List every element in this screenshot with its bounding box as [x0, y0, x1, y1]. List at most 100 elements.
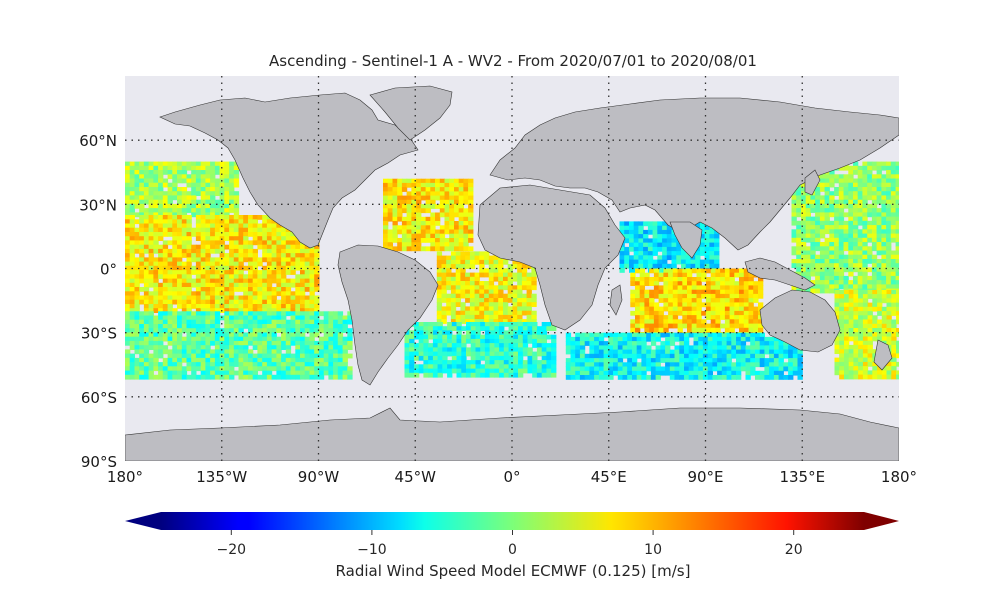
wind-cell — [177, 362, 183, 367]
wind-cell — [895, 165, 899, 171]
wind-cell — [872, 336, 878, 342]
wind-cell — [314, 261, 320, 267]
wind-cell — [397, 225, 403, 231]
wind-cell — [839, 302, 845, 308]
wind-cell — [895, 263, 899, 268]
wind-cell — [172, 287, 178, 292]
wind-cell — [579, 341, 586, 346]
wind-cell — [454, 246, 460, 252]
wind-cell — [469, 251, 476, 257]
wind-cell — [629, 229, 635, 235]
wind-cell — [172, 332, 178, 338]
wind-cell — [546, 360, 552, 365]
wind-cell — [627, 349, 633, 355]
wind-cell — [677, 289, 683, 295]
wind-cell — [318, 311, 325, 317]
wind-cell — [143, 191, 150, 196]
wind-cell — [309, 345, 315, 350]
wind-cell — [522, 322, 529, 327]
wind-cell — [210, 353, 216, 359]
wind-cell — [347, 353, 353, 359]
wind-cell — [442, 343, 448, 348]
wind-cell — [139, 295, 145, 301]
wind-cell — [449, 238, 455, 243]
wind-cell — [551, 338, 557, 344]
wind-cell — [853, 370, 859, 376]
wind-cell — [871, 233, 878, 239]
wind-cell — [617, 366, 624, 372]
wind-cell — [172, 212, 178, 218]
wind-cell — [439, 182, 446, 188]
wind-cell — [439, 242, 446, 247]
wind-cell — [238, 219, 244, 225]
wind-cell — [691, 293, 697, 299]
wind-cell — [318, 357, 325, 363]
wind-cell — [285, 240, 292, 246]
wind-cell — [834, 237, 840, 243]
wind-cell — [411, 225, 417, 231]
wind-cell — [435, 187, 441, 192]
wind-cell — [153, 332, 159, 338]
wind-cell — [796, 267, 802, 273]
wind-cell — [266, 227, 273, 233]
wind-cell — [172, 178, 178, 184]
wind-cell — [857, 267, 863, 273]
wind-cell — [158, 232, 164, 237]
wind-cell — [805, 288, 811, 294]
wind-cell — [186, 248, 192, 254]
wind-cell — [304, 261, 310, 267]
wind-cell — [858, 353, 864, 359]
wind-cell — [243, 240, 249, 246]
wind-cell — [143, 223, 150, 229]
wind-cell — [748, 298, 754, 303]
wind-cell — [629, 242, 635, 248]
wind-cell — [783, 362, 789, 368]
wind-cell — [444, 221, 450, 226]
wind-cell — [736, 332, 742, 338]
wind-cell — [834, 191, 840, 196]
wind-cell — [186, 244, 192, 250]
wind-cell — [484, 259, 490, 265]
wind-cell — [619, 255, 625, 261]
wind-cell — [134, 295, 140, 301]
wind-cell — [810, 229, 816, 235]
wind-cell — [309, 304, 315, 309]
wind-cell — [456, 372, 462, 378]
wind-cell — [895, 170, 899, 175]
wind-cell — [139, 165, 145, 171]
wind-cell — [262, 357, 268, 363]
wind-cell — [843, 220, 849, 226]
wind-cell — [853, 357, 859, 363]
wind-cell — [468, 212, 474, 218]
wind-cell — [243, 370, 249, 376]
wind-cell — [430, 195, 436, 201]
wind-cell — [480, 351, 486, 357]
wind-cell — [450, 302, 457, 307]
wind-cell — [153, 203, 159, 209]
wind-cell — [271, 319, 277, 325]
wind-cell — [248, 278, 254, 284]
wind-cell — [479, 285, 485, 291]
wind-cell — [848, 306, 854, 312]
wind-cell — [143, 315, 150, 321]
wind-cell — [455, 255, 461, 261]
wind-cell — [652, 263, 658, 269]
wind-cell — [224, 244, 230, 250]
wind-cell — [792, 349, 799, 355]
wind-cell — [285, 299, 292, 305]
wind-cell — [214, 248, 221, 254]
wind-cell — [624, 251, 630, 256]
wind-cell — [470, 355, 476, 361]
wind-cell — [205, 174, 211, 180]
wind-cell — [214, 203, 221, 209]
wind-cell — [191, 353, 197, 359]
wind-cell — [450, 281, 457, 286]
wind-cell — [200, 236, 206, 241]
wind-cell — [224, 208, 230, 213]
wind-cell — [387, 242, 393, 247]
wind-cell — [262, 349, 268, 355]
wind-cell — [867, 195, 873, 201]
wind-cell — [229, 257, 235, 263]
wind-cell — [635, 277, 641, 282]
wind-cell — [447, 364, 453, 370]
